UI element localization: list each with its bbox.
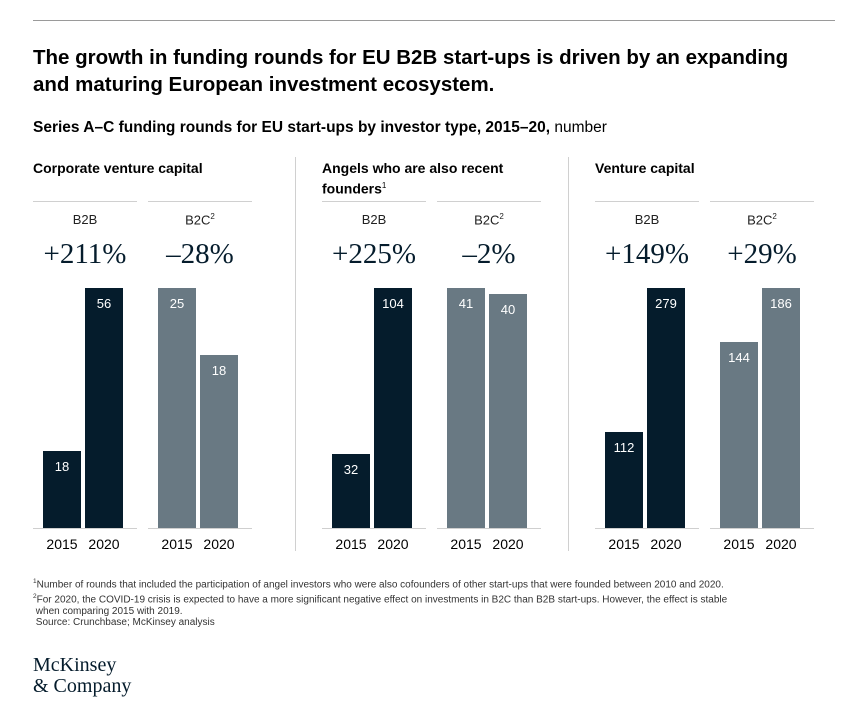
bar-value-label: 18 — [211, 363, 227, 379]
baseline — [148, 528, 252, 529]
bar — [720, 342, 758, 528]
bar-value-label: 40 — [500, 301, 516, 317]
group-label: B2B — [33, 212, 137, 227]
bar — [447, 288, 485, 528]
x-tick-label: 2020 — [650, 536, 682, 552]
footnote: 1Number of rounds that included the part… — [33, 576, 833, 591]
group-label: B2C2 — [148, 212, 252, 227]
group-rule — [322, 201, 426, 202]
panel-title-text: Corporate venture capital — [33, 160, 203, 176]
baseline — [322, 528, 426, 529]
group-label: B2C2 — [710, 212, 814, 227]
x-tick-label: 2020 — [492, 536, 524, 552]
bar — [332, 454, 370, 528]
panel-divider — [295, 157, 296, 551]
change-percent: +149% — [604, 238, 689, 270]
page-title: The growth in funding rounds for EU B2B … — [33, 46, 789, 96]
bar-value-label: 104 — [382, 296, 404, 311]
x-tick-label: 2015 — [335, 536, 367, 552]
footnote-marker: 2 — [772, 212, 777, 221]
logo-line-2: & Company — [33, 675, 132, 697]
bar — [158, 288, 196, 528]
group-label: B2C2 — [437, 212, 541, 227]
x-tick-label: 2015 — [450, 536, 482, 552]
group-name: B2B — [634, 212, 660, 227]
group-rule — [148, 201, 252, 202]
x-tick-label: 2020 — [377, 536, 409, 552]
chart-subtitle: Series A–C funding rounds for EU start-u… — [33, 119, 607, 137]
mckinsey-logo: McKinsey & Company — [33, 655, 131, 697]
logo-line-1: McKinsey — [33, 654, 117, 676]
bar — [489, 293, 527, 528]
footnote-marker: 1 — [33, 578, 37, 585]
group-name: B2C — [185, 212, 211, 228]
group-label: B2B — [595, 212, 699, 227]
chart-panel: Corporate venture capital B2B +211% 18 2015 5… — [33, 150, 263, 560]
footnote-text: Source: Crunchbase; McKinsey analysis — [33, 617, 215, 629]
bar — [374, 288, 412, 528]
panel-divider — [568, 157, 569, 551]
footnote: 2For 2020, the COVID-19 crisis is expect… — [33, 591, 833, 617]
group-label: B2B — [322, 212, 426, 227]
bar-value-label: 25 — [169, 296, 185, 311]
panel-title: Corporate venture capital — [33, 159, 253, 177]
bar-value-label: 112 — [613, 439, 635, 455]
group-name: B2B — [361, 212, 387, 227]
panel-title-text: Angels who are also recent founders — [322, 160, 504, 197]
bar-value-label: 18 — [54, 458, 70, 474]
baseline — [437, 528, 541, 529]
bar — [43, 450, 81, 528]
subtitle-unit: number — [550, 119, 607, 136]
footnote-marker: 1 — [381, 181, 387, 190]
bar — [762, 288, 800, 528]
bar-value-label: 41 — [458, 296, 474, 311]
chart-panel: Angels who are also recent founders1 B2B +… — [322, 150, 552, 560]
x-tick-label: 2020 — [203, 536, 235, 552]
x-tick-label: 2020 — [765, 536, 797, 552]
panel-title: Venture capital — [595, 159, 815, 177]
group-name: B2C — [747, 212, 773, 228]
footnotes: 1Number of rounds that included the part… — [33, 576, 833, 629]
footnote-text: For 2020, the COVID-19 crisis is expecte… — [35, 594, 728, 617]
x-tick-label: 2015 — [161, 536, 193, 552]
bar — [200, 355, 238, 528]
group-rule — [710, 201, 814, 202]
subtitle-main: Series A–C funding rounds for EU start-u… — [33, 119, 551, 136]
bar — [605, 431, 643, 528]
change-percent: +29% — [727, 238, 797, 270]
group-rule — [437, 201, 541, 202]
x-tick-label: 2015 — [723, 536, 755, 552]
footnote-marker: 2 — [499, 212, 504, 221]
footnote-marker: 2 — [33, 592, 37, 600]
bar — [647, 288, 685, 528]
change-percent: –2% — [462, 238, 516, 270]
baseline — [33, 528, 137, 529]
change-percent: –28% — [166, 238, 234, 270]
footnote-marker: 2 — [210, 212, 215, 221]
group-name: B2C — [474, 212, 500, 228]
bar-value-label: 32 — [343, 462, 359, 478]
baseline — [595, 528, 699, 529]
panel-title: Angels who are also recent founders1 — [322, 159, 522, 198]
bar-value-label: 144 — [728, 350, 750, 366]
top-rule — [33, 20, 835, 21]
bar-value-label: 56 — [96, 296, 112, 311]
bar-value-label: 186 — [770, 296, 792, 311]
group-name: B2B — [72, 212, 98, 227]
panel-title-text: Venture capital — [595, 160, 695, 176]
x-tick-label: 2020 — [88, 536, 120, 552]
group-rule — [595, 201, 699, 202]
chart-panel: Venture capital B2B +149% 112 2015 279 2020 B2C… — [595, 150, 825, 560]
footnote: Source: Crunchbase; McKinsey analysis — [33, 617, 833, 629]
x-tick-label: 2015 — [46, 536, 78, 552]
change-percent: +211% — [43, 238, 127, 270]
baseline — [710, 528, 814, 529]
group-rule — [33, 201, 137, 202]
bar-value-label: 279 — [655, 296, 677, 311]
x-tick-label: 2015 — [608, 536, 640, 552]
bar — [85, 288, 123, 528]
change-percent: +225% — [331, 238, 416, 270]
footnote-text: Number of rounds that included the parti… — [36, 579, 724, 591]
